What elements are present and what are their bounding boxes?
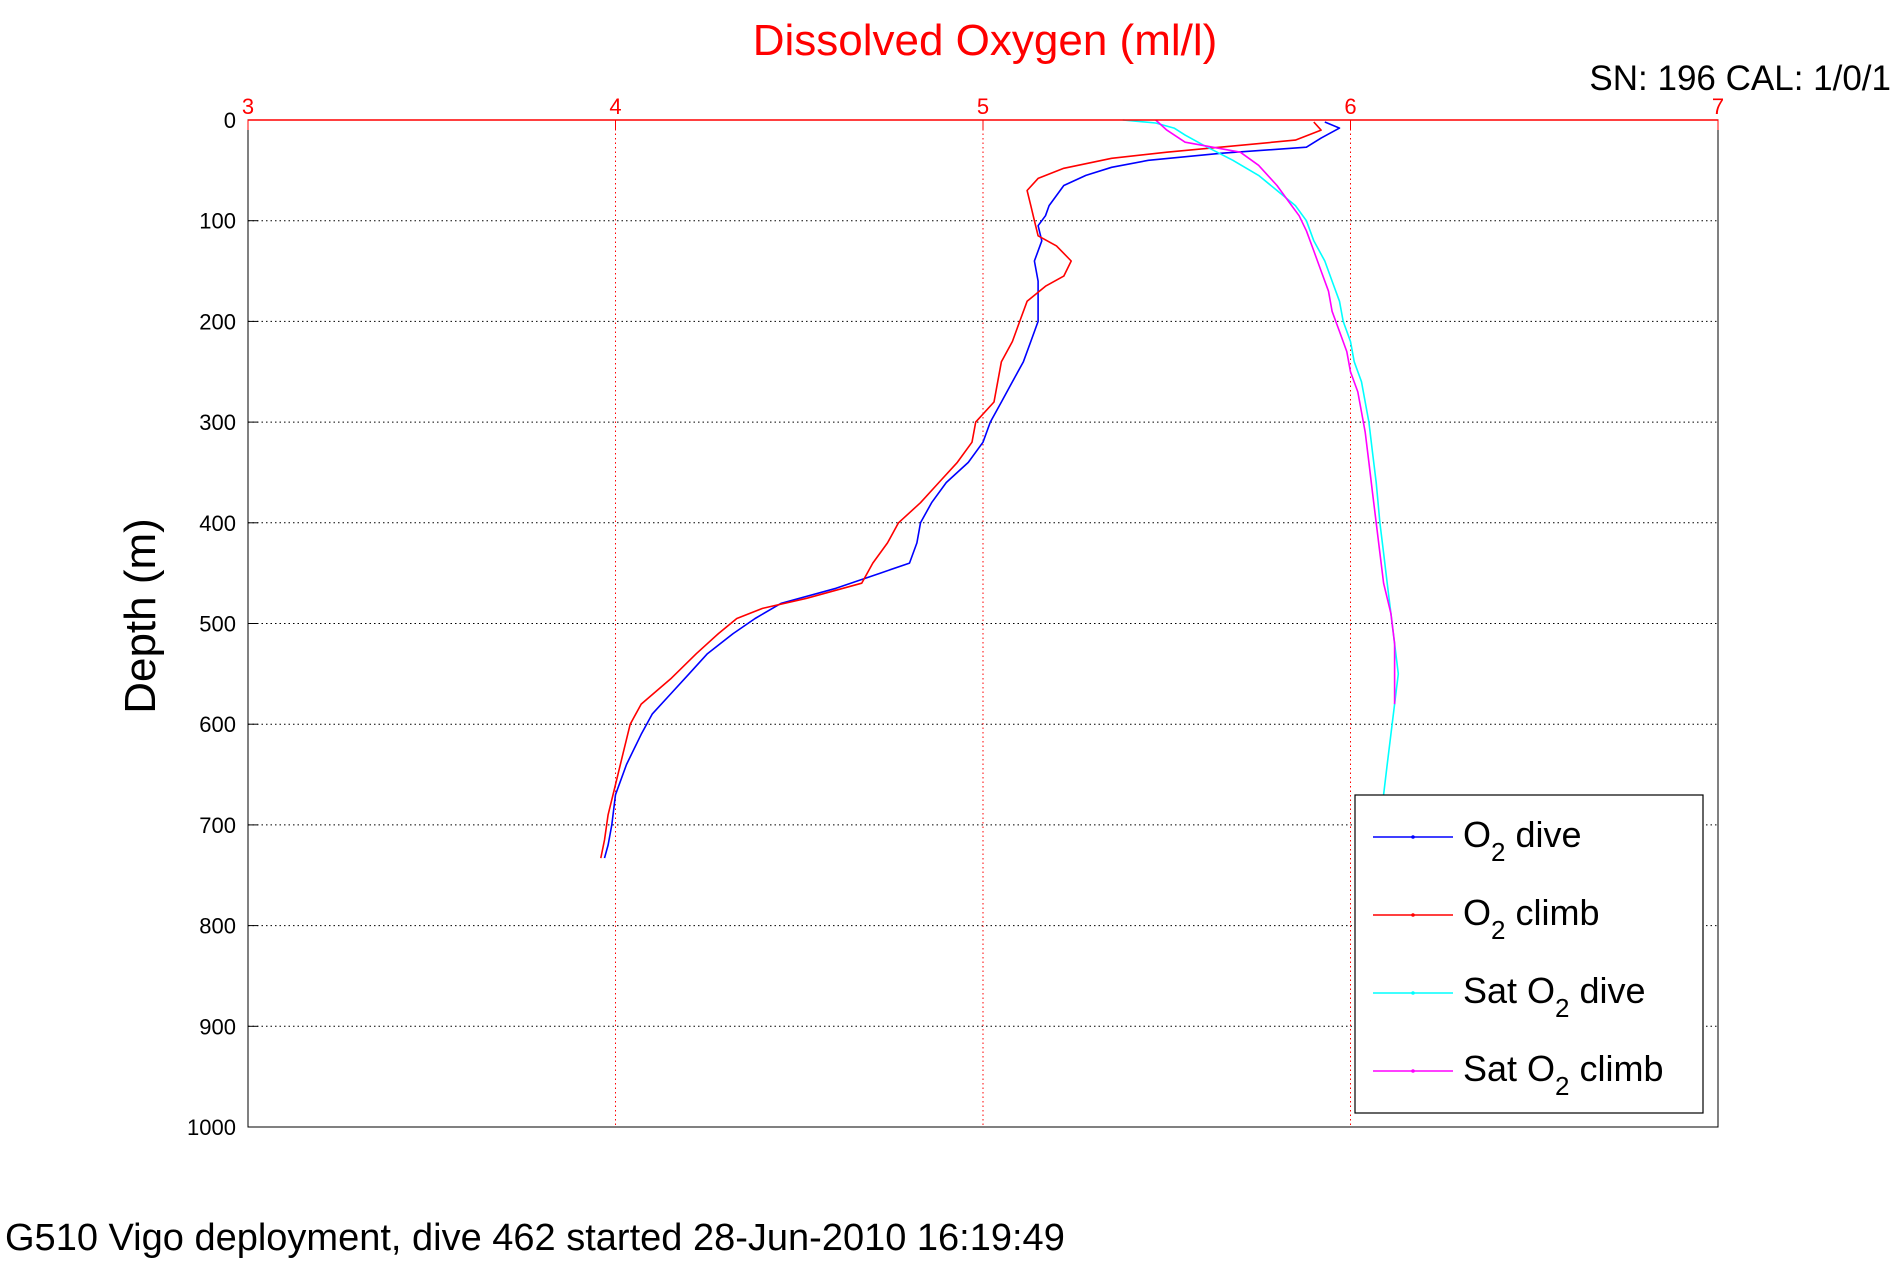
legend-label-subscript: 2 — [1555, 1071, 1569, 1101]
y-tick-label: 200 — [199, 309, 236, 334]
legend-label: Sat O2 climb — [1463, 1048, 1664, 1101]
y-tick-label: 500 — [199, 612, 236, 637]
legend-label-main: Sat O — [1463, 970, 1555, 1011]
legend-label-rest: dive — [1570, 970, 1646, 1011]
series-line-1 — [600, 121, 1322, 859]
legend-label-subscript: 2 — [1491, 915, 1505, 945]
legend-marker — [1411, 1069, 1415, 1073]
y-axis-label: Depth (m) — [116, 518, 165, 714]
legend-label-rest: dive — [1505, 814, 1581, 855]
chart-title: Dissolved Oxygen (ml/l) — [753, 16, 1218, 65]
legend-label-rest: climb — [1505, 892, 1599, 933]
y-tick-label: 100 — [199, 209, 236, 234]
legend-label-subscript: 2 — [1555, 993, 1569, 1023]
legend-label-main: Sat O — [1463, 1048, 1555, 1089]
legend-box — [1354, 794, 1704, 1114]
series-line-0 — [603, 121, 1341, 859]
serial-calibration-label: SN: 196 CAL: 1/0/1 — [1589, 59, 1891, 98]
legend-label-main: O — [1463, 892, 1491, 933]
y-tick-label: 600 — [199, 712, 236, 737]
axes: 0 100 200 300 400 500 600 700 800 900 1000 3 4 5 6 7 — [187, 94, 1724, 1140]
legend-marker — [1411, 913, 1415, 917]
y-tick-label: 800 — [199, 914, 236, 939]
y-tick-label: 400 — [199, 511, 236, 536]
series-line-3 — [1155, 119, 1396, 705]
dive-info-footer: G510 Vigo deployment, dive 462 started 2… — [5, 1217, 1065, 1259]
legend-label-subscript: 2 — [1491, 837, 1505, 867]
legend-label: Sat O2 dive — [1463, 970, 1646, 1023]
y-tick-label: 900 — [199, 1014, 236, 1039]
y-tick-label: 300 — [199, 410, 236, 435]
y-tick-label: 700 — [199, 813, 236, 838]
x-tick-label: 3 — [242, 94, 254, 119]
legend-label: O2 dive — [1463, 814, 1582, 867]
legend-label-main: O — [1463, 814, 1491, 855]
x-tick-label: 4 — [609, 94, 621, 119]
series-layer — [600, 119, 1400, 859]
y-tick-label: 0 — [224, 108, 236, 133]
x-tick-label: 6 — [1344, 94, 1356, 119]
x-tick-label: 7 — [1712, 94, 1724, 119]
y-tick-label: 1000 — [187, 1115, 236, 1140]
legend-label: O2 climb — [1463, 892, 1600, 945]
x-tick-label: 5 — [977, 94, 989, 119]
legend-marker — [1411, 835, 1415, 839]
legend-marker — [1411, 991, 1415, 995]
legend-label-rest: climb — [1570, 1048, 1664, 1089]
